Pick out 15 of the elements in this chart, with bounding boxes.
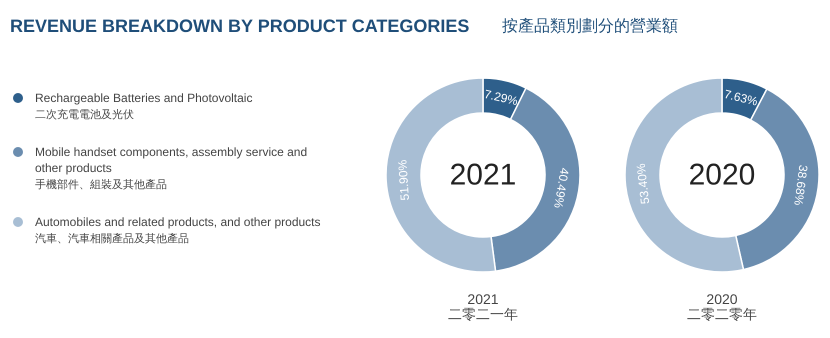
text: 2021 二零二一年 <box>448 291 518 322</box>
data-label: 40.49% <box>551 166 572 210</box>
data-label: 38.68% <box>791 164 810 207</box>
data-label: 53.40% <box>634 162 652 205</box>
legend-label: Automobiles and related products, and other products 汽車、汽車相關產品及其他產品 <box>35 215 321 245</box>
data-label: 7.29% <box>482 86 520 108</box>
text: 2021 <box>450 158 516 192</box>
chart-subtitle: 按產品類別劃分的營業額 <box>502 17 678 35</box>
data-label: 51.90% <box>395 159 412 201</box>
text: 2020 二零二零年 <box>687 291 757 322</box>
legend-label: Rechargeable Batteries and Photovoltaic 二次充電電池及光伏 <box>35 91 252 121</box>
legend-label: Mobile handset components, assembly service and other products 手機部件、組裝及其他產品 <box>35 145 308 191</box>
text: 2020 <box>688 158 756 192</box>
data-label: 7.63% <box>722 86 760 109</box>
chart-title: REVENUE BREAKDOWN BY PRODUCT CATEGORIES <box>10 16 470 36</box>
